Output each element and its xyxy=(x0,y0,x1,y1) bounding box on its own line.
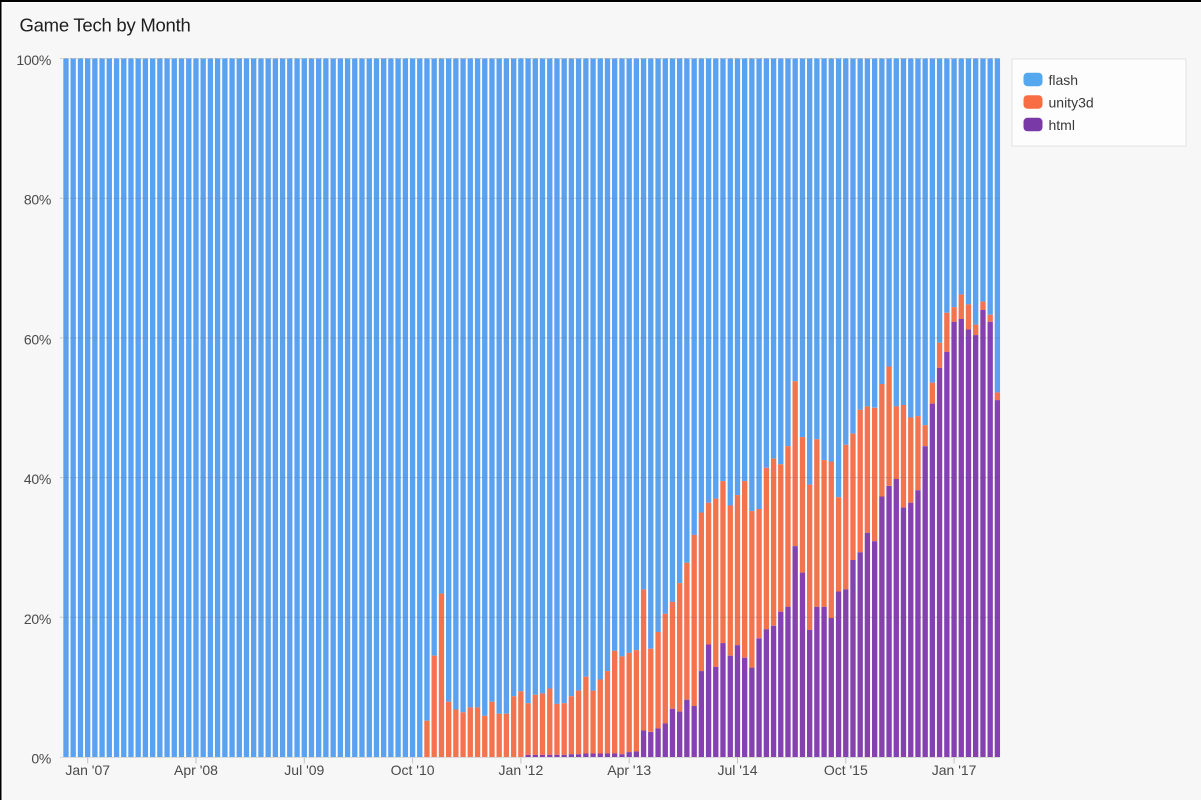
svg-text:0%: 0% xyxy=(31,751,51,767)
svg-text:unity3d: unity3d xyxy=(1049,95,1094,111)
svg-text:Oct '10: Oct '10 xyxy=(391,762,435,778)
svg-text:Jan '07: Jan '07 xyxy=(65,762,110,778)
svg-text:Oct '15: Oct '15 xyxy=(824,762,868,778)
svg-text:html: html xyxy=(1049,117,1075,133)
svg-text:Jan '12: Jan '12 xyxy=(499,762,544,778)
svg-text:Apr '08: Apr '08 xyxy=(174,762,218,778)
svg-text:Apr '13: Apr '13 xyxy=(607,762,651,778)
svg-text:20%: 20% xyxy=(24,611,51,627)
svg-text:80%: 80% xyxy=(24,192,51,208)
svg-text:Jul '14: Jul '14 xyxy=(717,762,757,778)
svg-text:Jan '17: Jan '17 xyxy=(932,762,977,778)
svg-text:Jul '09: Jul '09 xyxy=(284,762,324,778)
svg-text:Game Tech by Month: Game Tech by Month xyxy=(20,15,191,36)
svg-text:40%: 40% xyxy=(24,471,51,487)
svg-text:60%: 60% xyxy=(24,331,51,347)
svg-text:flash: flash xyxy=(1049,72,1079,88)
svg-text:100%: 100% xyxy=(16,52,51,68)
